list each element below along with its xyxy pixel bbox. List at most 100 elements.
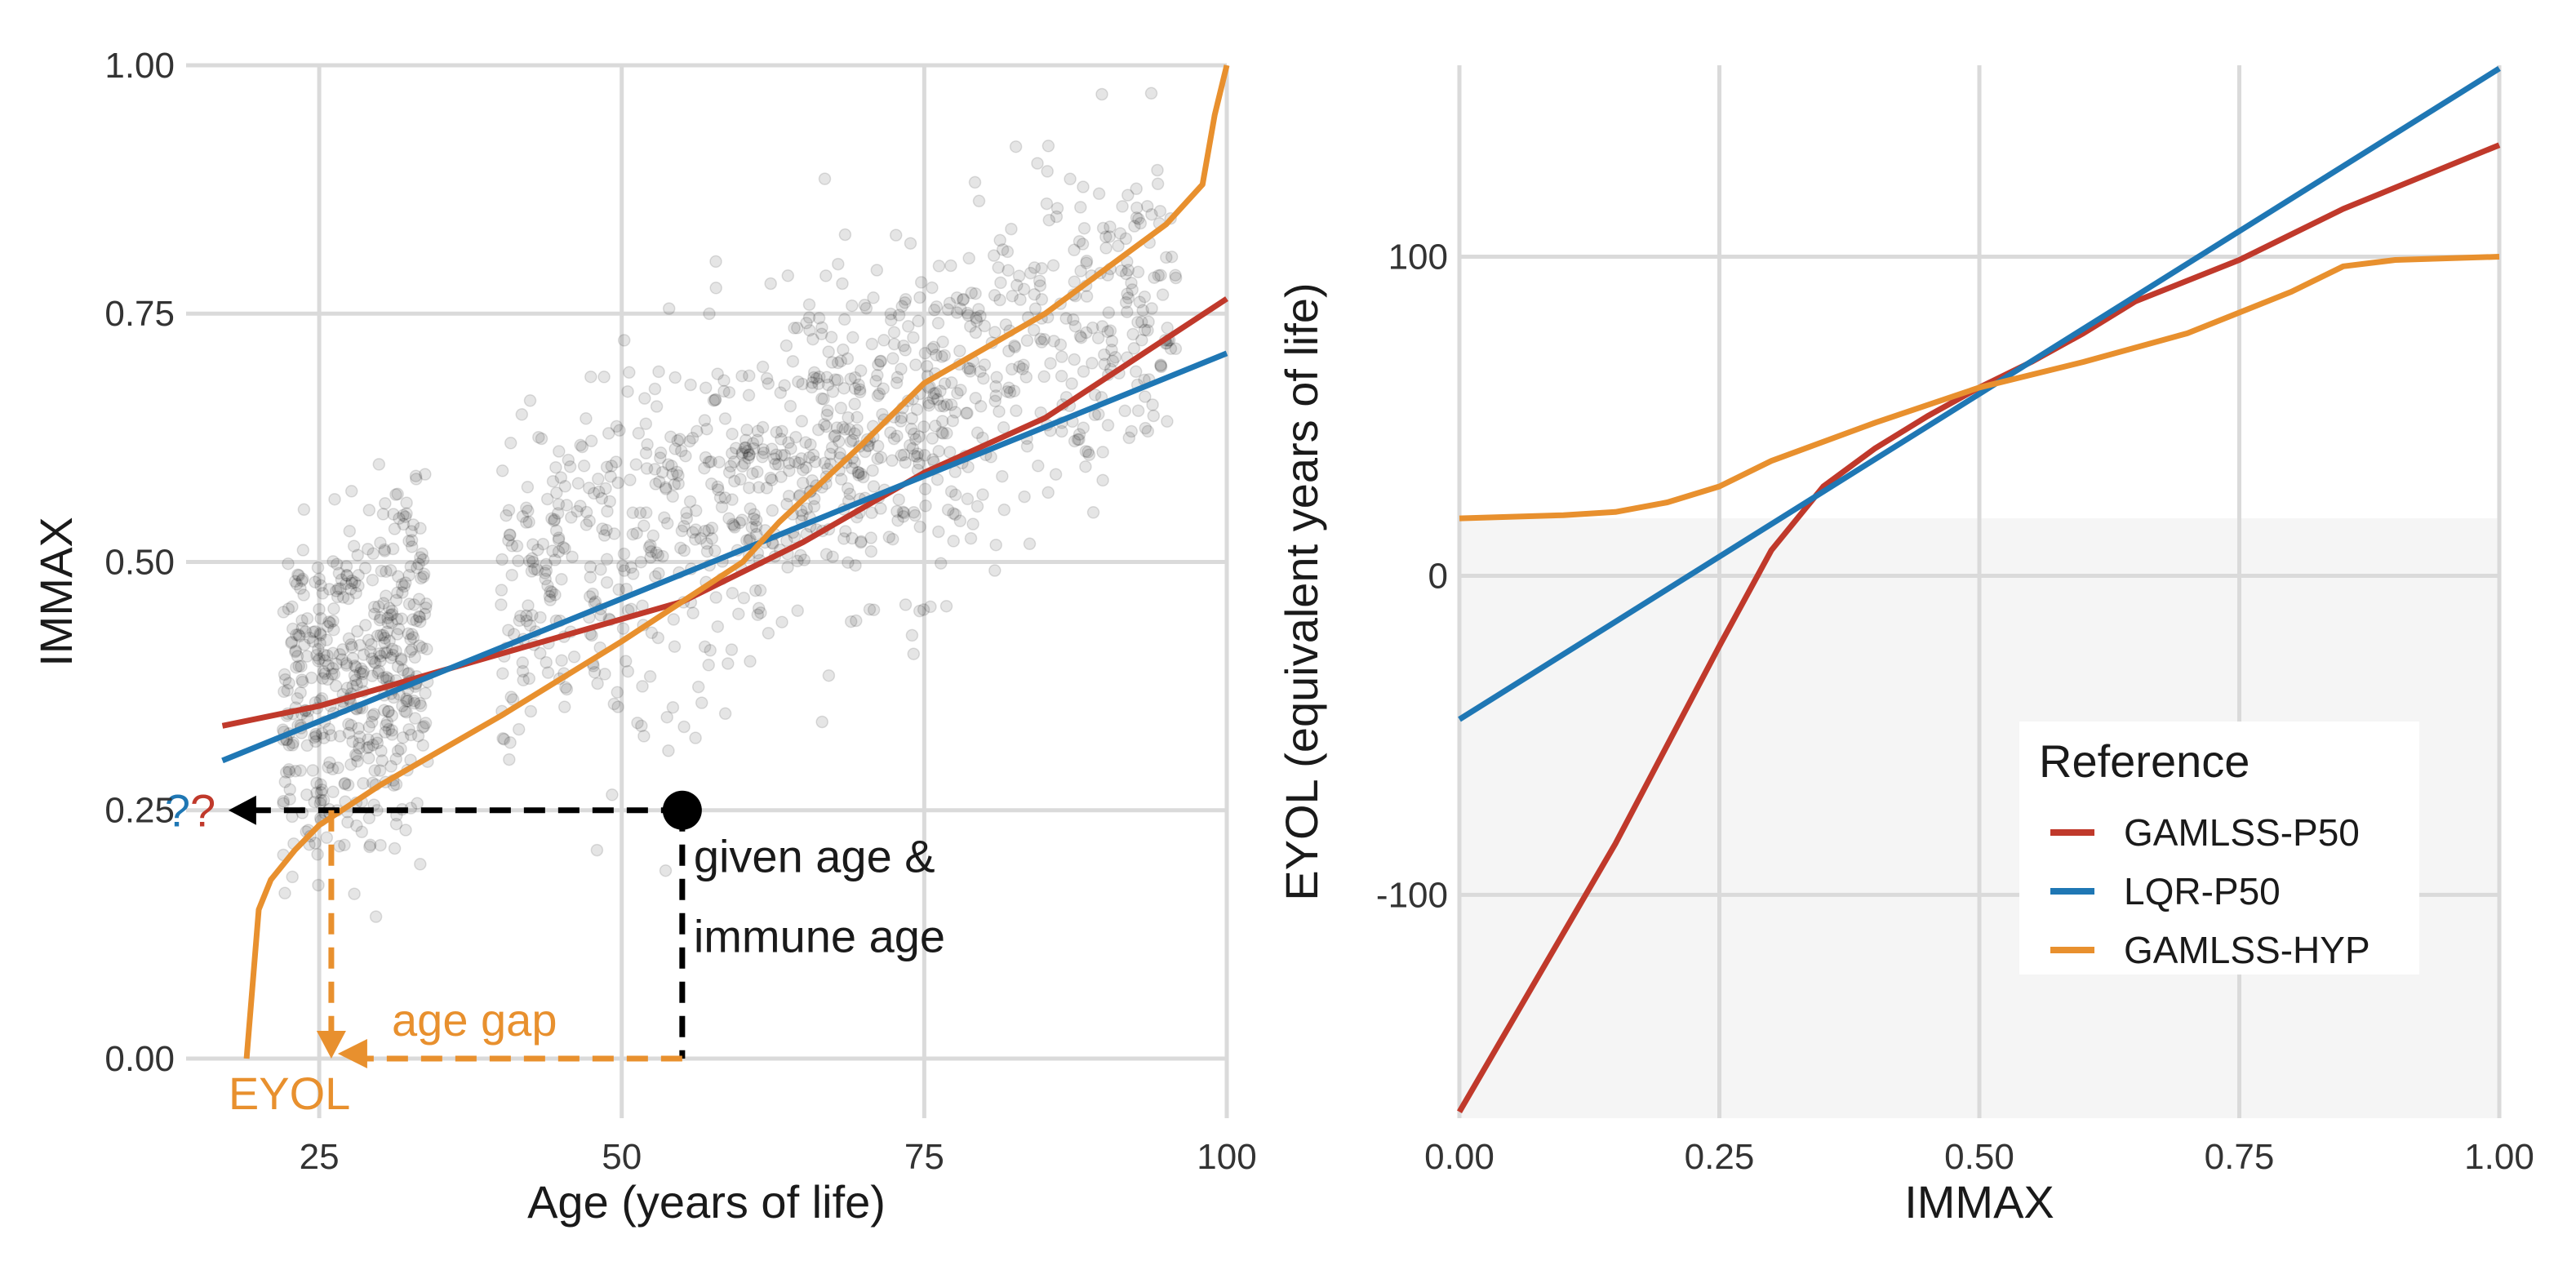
scatter-point	[626, 567, 640, 580]
scatter-point	[295, 659, 308, 673]
scatter-point	[353, 737, 366, 750]
scatter-point	[403, 645, 417, 659]
scatter-point	[378, 637, 391, 650]
scatter-point	[548, 513, 562, 526]
scatter-point	[642, 540, 656, 554]
scatter-point	[934, 557, 948, 570]
scatter-point	[314, 579, 327, 593]
scatter-point	[976, 488, 989, 501]
scatter-point	[1055, 370, 1068, 383]
scatter-point	[1129, 365, 1143, 379]
scatter-point	[575, 440, 589, 454]
scatter-point	[344, 485, 358, 498]
scatter-point	[290, 660, 303, 674]
scatter-point	[800, 316, 813, 330]
scatter-point	[748, 508, 761, 521]
scatter-point	[582, 482, 596, 495]
scatter-point	[658, 511, 671, 524]
scatter-point	[385, 604, 399, 618]
scatter-point	[1050, 202, 1064, 215]
scatter-point	[1002, 381, 1015, 394]
scatter-point	[416, 739, 429, 752]
scatter-point	[1086, 506, 1100, 519]
scatter-point	[969, 326, 983, 340]
scatter-point	[660, 517, 674, 530]
scatter-point	[295, 675, 309, 689]
scatter-point	[330, 557, 344, 571]
scatter-point	[932, 260, 946, 273]
scatter-point	[997, 503, 1011, 517]
scatter-point	[391, 570, 405, 584]
scatter-point	[286, 600, 299, 614]
scatter-point	[1041, 165, 1054, 178]
scatter-point	[402, 597, 416, 611]
scatter-point	[961, 406, 974, 420]
scatter-point	[395, 653, 408, 667]
scatter-point	[889, 229, 903, 242]
scatter-point	[560, 499, 574, 512]
scatter-point	[310, 786, 323, 799]
left-y-tick-label: 0.75	[104, 294, 175, 334]
scatter-point	[651, 548, 664, 562]
scatter-point	[398, 704, 411, 718]
scatter-point	[541, 666, 555, 679]
scatter-point	[338, 838, 351, 852]
scatter-point	[837, 381, 851, 395]
scatter-point	[327, 602, 340, 615]
scatter-point	[504, 690, 517, 704]
scatter-point	[380, 718, 393, 732]
scatter-point	[707, 393, 721, 407]
scatter-point	[796, 377, 809, 391]
scatter-point	[996, 243, 1010, 256]
scatter-point	[947, 507, 960, 520]
scatter-point	[376, 628, 390, 642]
scatter-point	[988, 326, 1002, 339]
scatter-point	[948, 406, 962, 419]
scatter-point	[362, 633, 375, 646]
scatter-point	[662, 302, 676, 315]
scatter-point	[846, 331, 859, 344]
scatter-point	[760, 371, 774, 385]
scatter-point	[822, 668, 836, 682]
scatter-point	[833, 435, 846, 448]
scatter-point	[726, 586, 739, 600]
scatter-point	[367, 655, 381, 668]
scatter-point	[500, 508, 513, 522]
scatter-point	[939, 599, 953, 613]
scatter-point	[913, 430, 926, 443]
scatter-point	[838, 228, 852, 242]
right-reference-curves	[1456, 65, 2501, 1113]
scatter-point	[317, 793, 331, 807]
scatter-point	[890, 504, 904, 518]
scatter-point	[528, 562, 541, 575]
scatter-point	[800, 502, 814, 516]
scatter-point	[1065, 377, 1078, 390]
scatter-point	[300, 739, 314, 753]
scatter-point	[1044, 357, 1057, 370]
scatter-point	[836, 420, 850, 434]
scatter-point	[381, 704, 395, 718]
scatter-point	[621, 664, 635, 678]
scatter-point	[1146, 398, 1159, 411]
scatter-point	[711, 367, 724, 380]
scatter-point	[677, 520, 691, 533]
scatter-point	[914, 276, 928, 289]
scatter-point	[1073, 234, 1086, 248]
scatter-point	[327, 623, 340, 637]
scatter-point	[357, 777, 370, 790]
scatter-point	[873, 354, 887, 368]
scatter-point	[550, 486, 563, 500]
scatter-point	[306, 764, 319, 777]
scatter-point	[1006, 289, 1019, 303]
scatter-point	[1064, 172, 1077, 186]
scatter-point	[675, 524, 689, 538]
scatter-point	[340, 569, 354, 582]
scatter-point	[495, 584, 509, 597]
scatter-point	[865, 337, 879, 351]
scatter-point	[580, 518, 593, 531]
scatter-point	[699, 381, 713, 394]
scatter-point	[350, 749, 363, 762]
scatter-point	[729, 442, 743, 455]
scatter-point	[686, 526, 700, 539]
scatter-point	[1113, 227, 1127, 240]
